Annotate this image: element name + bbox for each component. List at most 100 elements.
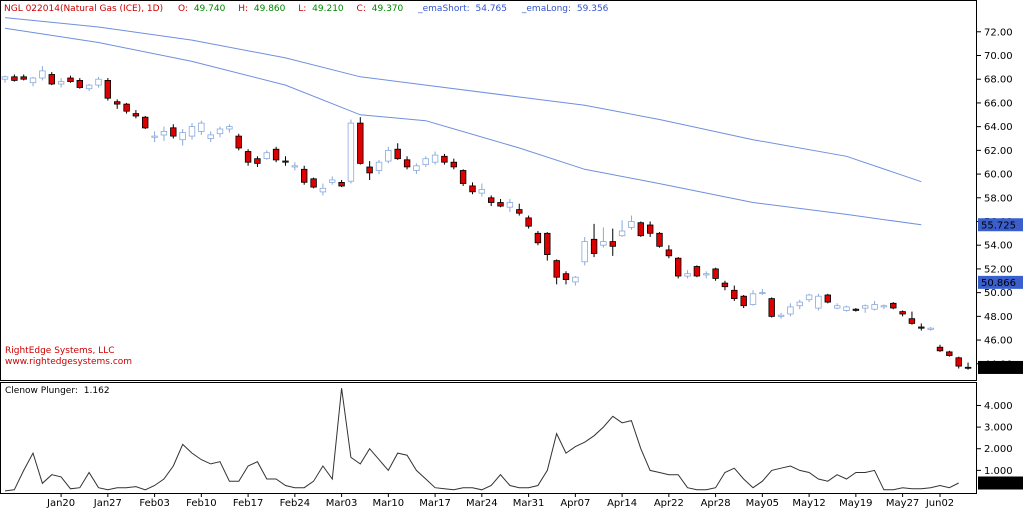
candle <box>581 236 588 266</box>
date-tick: Feb03 <box>139 493 170 509</box>
candle <box>693 265 701 278</box>
svg-text:Apr22: Apr22 <box>654 498 684 509</box>
candle <box>347 119 355 184</box>
candle <box>29 76 37 87</box>
price-tick: 70.00 <box>977 51 1013 62</box>
price-tick: 58.00 <box>977 193 1013 204</box>
candle <box>450 158 457 170</box>
svg-text:May12: May12 <box>792 498 825 509</box>
candle <box>1 75 9 83</box>
candle <box>759 289 766 296</box>
candle <box>946 350 953 357</box>
candle <box>787 303 794 317</box>
candle <box>777 312 785 319</box>
svg-text:Mar31: Mar31 <box>513 498 545 509</box>
candle <box>731 285 738 301</box>
candle <box>824 293 831 304</box>
candle <box>562 271 570 285</box>
close-value: 49.370 <box>372 4 404 14</box>
svg-text:3.000: 3.000 <box>984 423 1013 434</box>
date-tick: Mar31 <box>513 493 545 509</box>
candle <box>39 66 46 81</box>
indicator-panel <box>0 382 977 494</box>
date-tick: May12 <box>792 493 826 509</box>
price-tick: 48.00 <box>977 312 1013 323</box>
indicator-plot <box>4 388 959 492</box>
candle <box>796 299 803 310</box>
candle <box>310 177 317 189</box>
svg-text:2.000: 2.000 <box>984 444 1013 455</box>
candle <box>871 300 878 311</box>
candle <box>534 230 542 246</box>
candle <box>85 83 93 92</box>
low-value: 49.210 <box>312 4 344 14</box>
high-label: H: <box>238 4 248 14</box>
candle <box>936 344 944 352</box>
candle <box>665 245 673 259</box>
svg-text:Apr07: Apr07 <box>560 498 590 509</box>
date-tick: Apr28 <box>701 493 731 509</box>
candle <box>553 259 560 285</box>
candle <box>300 165 308 185</box>
candle <box>815 293 822 311</box>
candle <box>226 124 233 133</box>
candle <box>890 302 897 310</box>
date-tick: Feb10 <box>186 493 217 509</box>
candle <box>964 362 972 370</box>
candle <box>114 99 121 109</box>
date-tick: Feb17 <box>233 493 263 509</box>
candle <box>235 133 242 151</box>
price-tick: 52.00 <box>977 264 1013 275</box>
candle <box>684 270 691 279</box>
candle <box>328 176 336 185</box>
date-tick: Jan27 <box>93 493 122 509</box>
ema-long-label: _emaLong: <box>521 4 571 14</box>
low-label: L: <box>298 4 306 14</box>
candle <box>338 179 345 188</box>
candle <box>516 203 523 216</box>
date-tick: May05 <box>746 493 779 509</box>
candle <box>628 215 635 230</box>
svg-text:NGL 022014(Natural Gas (ICE),: NGL 022014(Natural Gas (ICE), 1D) O: 49.… <box>4 4 609 14</box>
axes: 44.0046.0048.0050.0052.0054.0056.0058.00… <box>46 27 1023 509</box>
candle <box>394 143 401 160</box>
candle <box>48 72 55 86</box>
candle <box>880 304 888 310</box>
svg-text:62.00: 62.00 <box>984 146 1013 157</box>
candle <box>852 308 860 312</box>
candle <box>862 304 869 313</box>
candle <box>478 183 485 197</box>
candle <box>441 153 448 165</box>
svg-text:Feb17: Feb17 <box>233 498 263 509</box>
svg-text:Feb03: Feb03 <box>139 498 169 509</box>
svg-text:May05: May05 <box>746 498 779 509</box>
price-tick: 68.00 <box>977 75 1013 86</box>
candle <box>469 182 476 195</box>
candle <box>656 232 663 248</box>
candle <box>955 356 962 369</box>
svg-text:50.866: 50.866 <box>981 278 1016 289</box>
candle <box>721 280 729 291</box>
indicator-tick: 4.000 <box>977 401 1013 412</box>
candle <box>749 290 757 306</box>
candle <box>413 163 420 175</box>
candle <box>123 102 130 114</box>
date-tick: Mar03 <box>326 493 358 509</box>
date-tick: Jun02 <box>925 493 954 509</box>
ema-long-line <box>4 17 922 183</box>
candle <box>132 110 140 119</box>
price-plot <box>1 17 972 370</box>
date-tick: Mar17 <box>419 493 451 509</box>
candle <box>57 78 65 88</box>
candle <box>918 323 925 331</box>
svg-text:Mar03: Mar03 <box>326 498 358 509</box>
svg-text:Mar17: Mar17 <box>419 498 451 509</box>
candle <box>740 295 747 309</box>
price-tick: 60.00 <box>977 170 1013 181</box>
svg-text:Mar24: Mar24 <box>466 498 498 509</box>
candle <box>160 126 168 141</box>
candle <box>263 150 270 160</box>
svg-text:66.00: 66.00 <box>984 98 1013 109</box>
candle <box>366 161 373 180</box>
